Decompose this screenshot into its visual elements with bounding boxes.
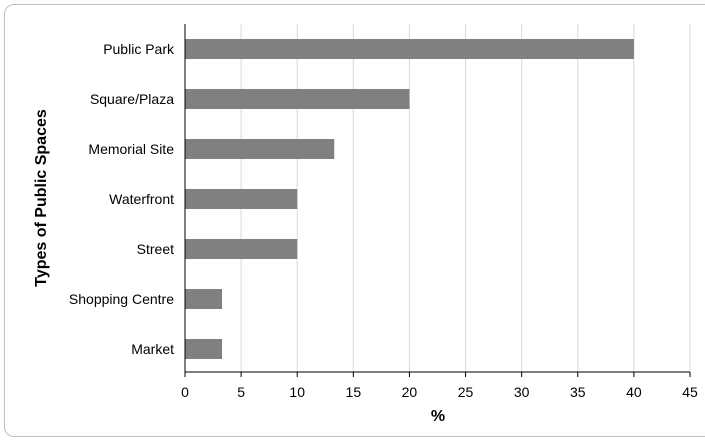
- x-axis: 0 5 10 15 20 25 30 35 40 45: [181, 24, 698, 400]
- category-label: Waterfront: [109, 191, 174, 207]
- x-tick-label: 5: [237, 384, 245, 400]
- x-tick-label: 40: [626, 384, 642, 400]
- gridlines: [240, 24, 691, 372]
- category-label: Street: [137, 241, 174, 257]
- x-tick-label: 45: [682, 384, 698, 400]
- x-tick-label: 30: [514, 384, 530, 400]
- category-label: Market: [131, 341, 174, 357]
- x-tick-label: 15: [346, 384, 362, 400]
- bar-public-park: [185, 39, 634, 59]
- bar-waterfront: [185, 189, 298, 209]
- x-tick-label: 10: [289, 384, 305, 400]
- category-labels: Public Park Square/Plaza Memorial Site Wate…: [69, 41, 175, 357]
- bar-market: [185, 339, 223, 359]
- bars: [185, 39, 634, 359]
- chart-frame: [4, 4, 705, 437]
- bar-square-plaza: [185, 89, 410, 109]
- category-label: Memorial Site: [88, 141, 174, 157]
- bar-memorial-site: [185, 139, 335, 159]
- x-tick-label: 20: [402, 384, 418, 400]
- category-label: Public Park: [103, 41, 175, 57]
- x-tick-label: 35: [570, 384, 586, 400]
- y-axis-title: Types of Public Spaces: [33, 109, 50, 287]
- bar-shopping-centre: [185, 289, 223, 309]
- bar-street: [185, 239, 298, 259]
- x-tick-label: 0: [181, 384, 189, 400]
- x-tick-label: 25: [458, 384, 474, 400]
- category-label: Square/Plaza: [90, 91, 174, 107]
- category-label: Shopping Centre: [69, 291, 174, 307]
- x-axis-title: %: [431, 408, 445, 425]
